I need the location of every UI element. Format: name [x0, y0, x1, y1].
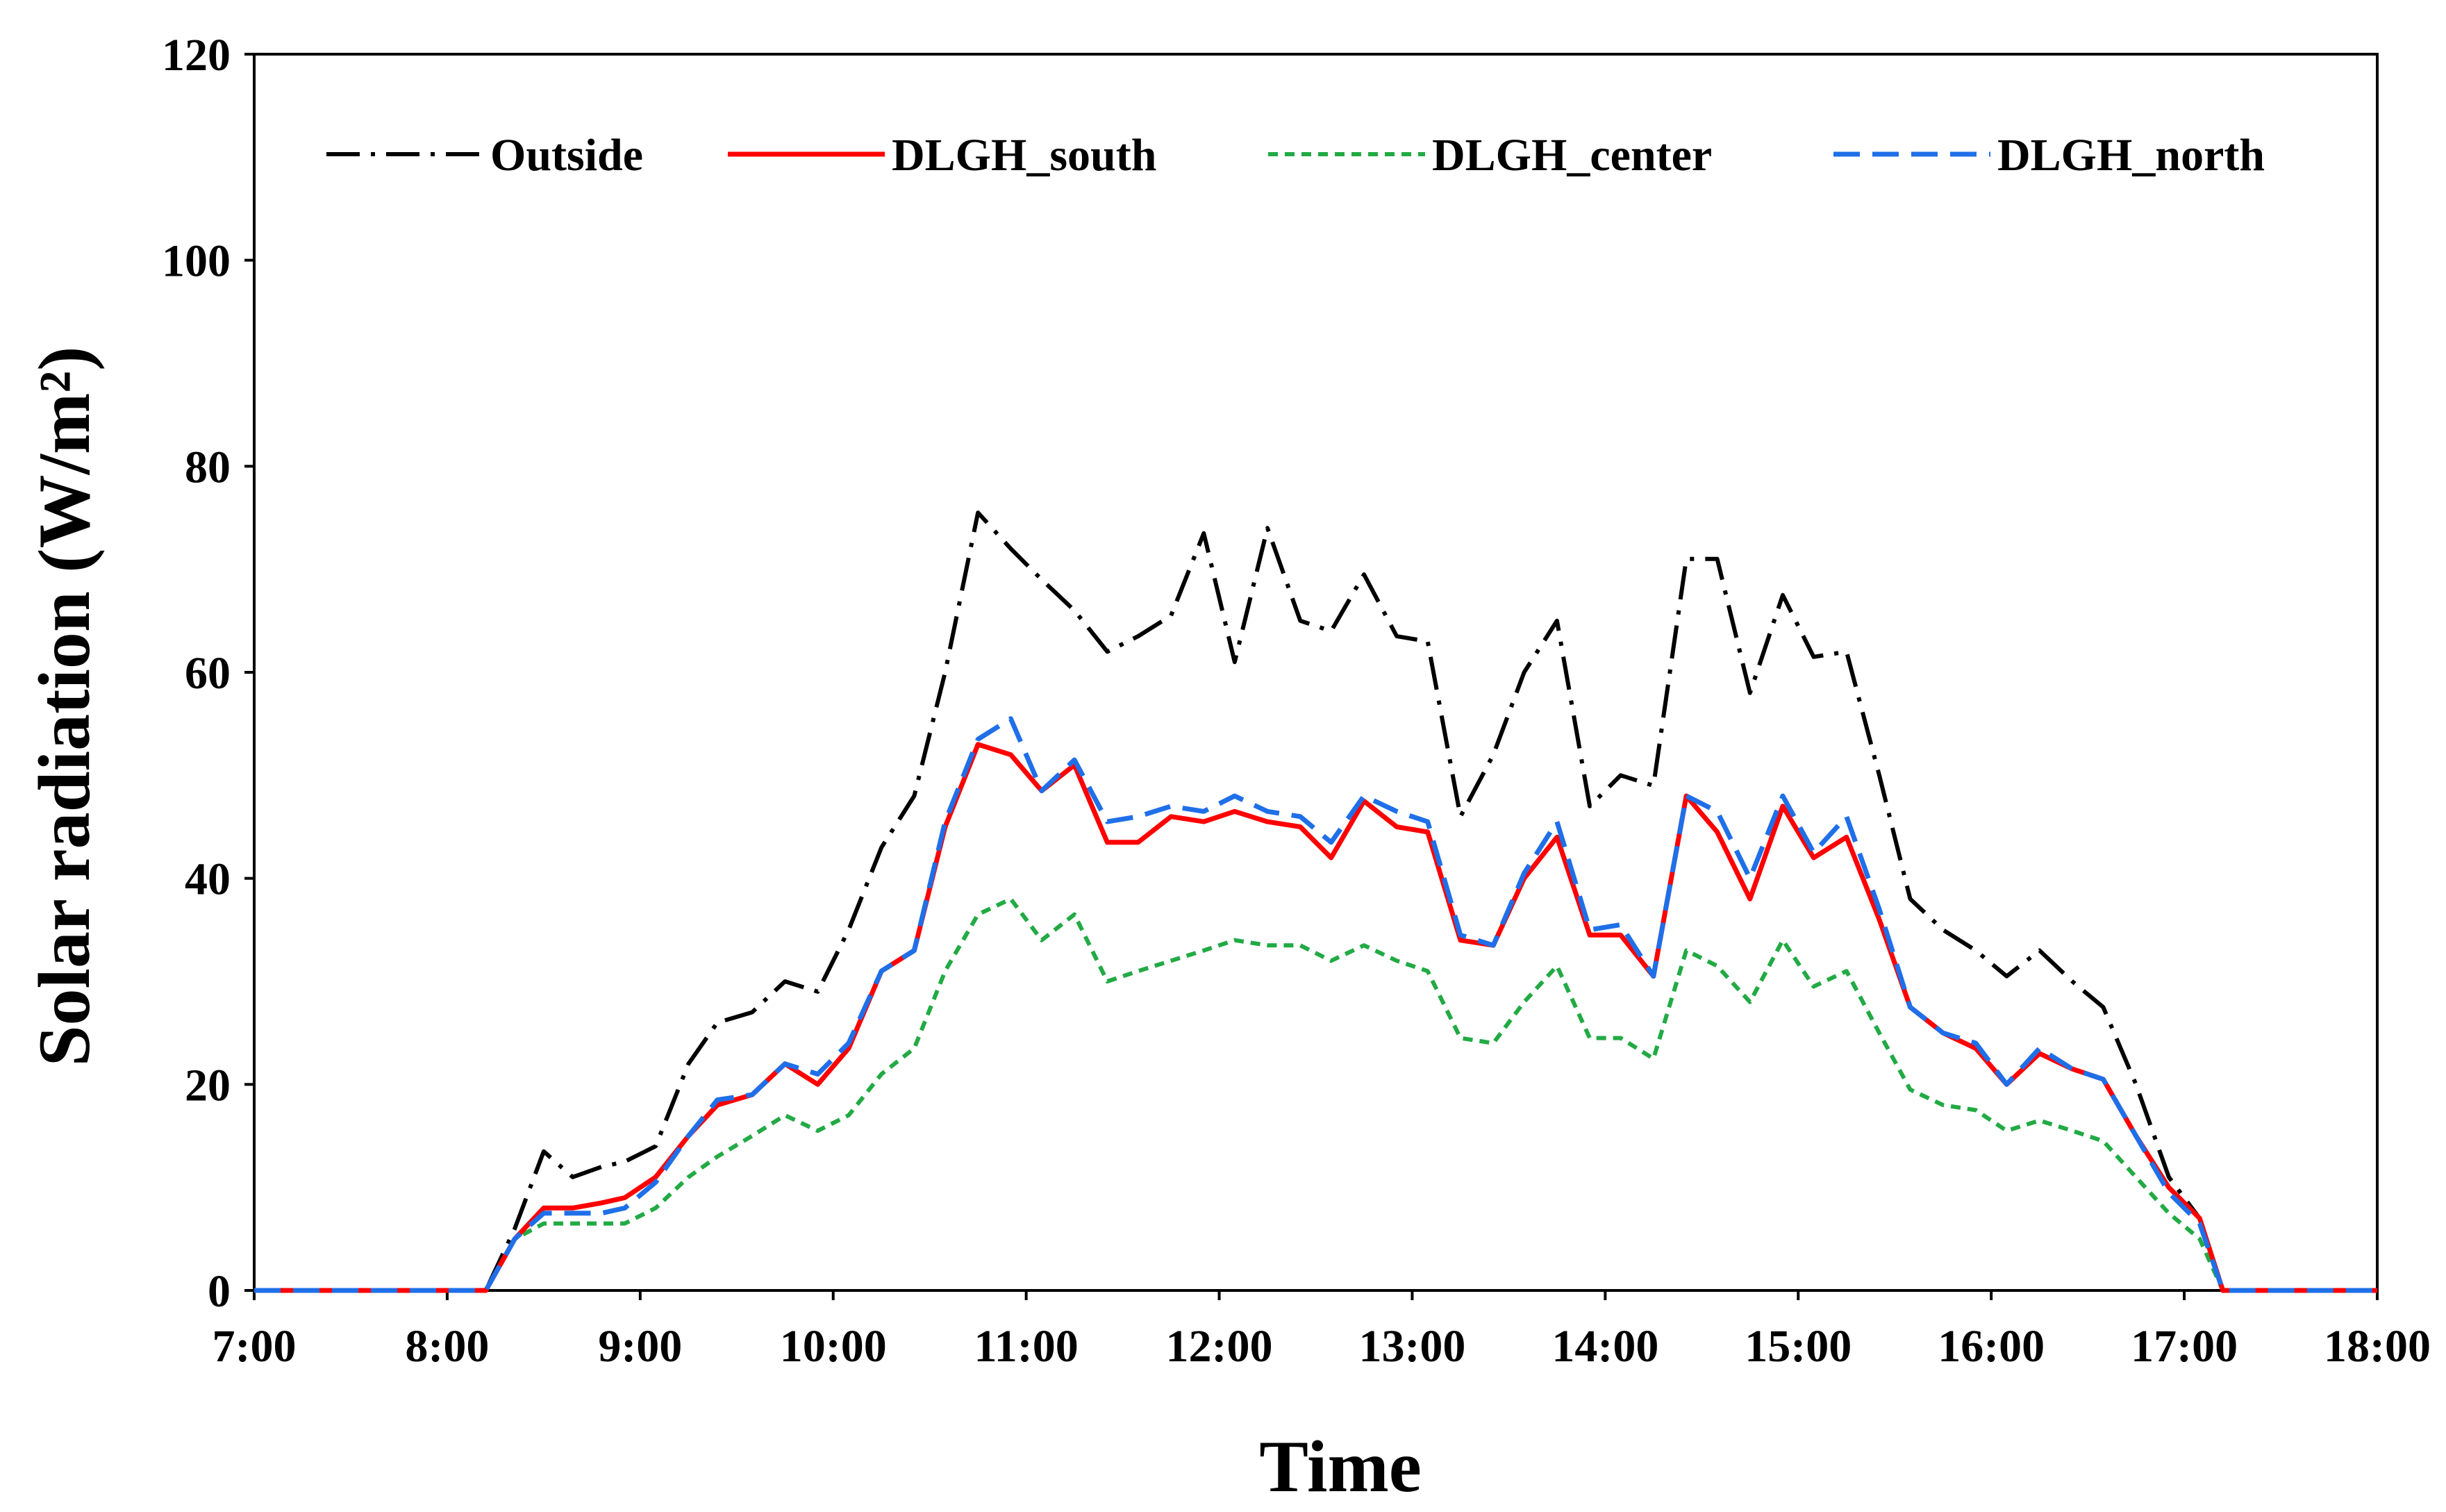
x-axis: 7:00 8:00 9:00 10:00 11:00 12:00 13:00 14:00 15:… — [213, 1290, 2431, 1372]
legend-label: Outside — [490, 130, 643, 181]
y-tick-label: 120 — [162, 30, 231, 81]
y-tick-label: 0 — [208, 1266, 231, 1317]
x-tick-label: 13:00 — [1358, 1321, 1465, 1372]
legend-label: DLGH_north — [1997, 130, 2265, 181]
legend-label: DLGH_south — [892, 130, 1156, 181]
x-tick-label: 14:00 — [1551, 1321, 1658, 1372]
x-tick-label: 15:00 — [1745, 1321, 1852, 1372]
series-line-dlgh-south — [254, 742, 2377, 1293]
series-lines — [254, 510, 2377, 1293]
x-tick-label: 16:00 — [1938, 1321, 2045, 1372]
plot-area-border — [253, 53, 2379, 1292]
x-tick-label: 7:00 — [213, 1321, 297, 1372]
y-axis: 0 20 40 60 80 100 120 — [162, 30, 254, 1317]
x-tick-label: 17:00 — [2131, 1321, 2238, 1372]
y-tick-label: 20 — [185, 1060, 231, 1111]
y-tick-label: 80 — [185, 442, 231, 492]
x-tick-label: 18:00 — [2324, 1321, 2431, 1372]
y-tick-label: 60 — [185, 648, 231, 699]
x-tick-label: 9:00 — [598, 1321, 682, 1372]
x-tick-label: 10:00 — [780, 1321, 887, 1372]
y-axis-title: Solar radiation (W/m²) — [24, 347, 105, 1067]
y-tick-label: 40 — [185, 854, 231, 905]
series-line-dlgh-north — [254, 716, 2377, 1293]
legend-label: DLGH_center — [1432, 130, 1712, 181]
x-tick-label: 12:00 — [1166, 1321, 1273, 1372]
series-line-dlgh-center — [254, 897, 2377, 1293]
x-tick-label: 8:00 — [405, 1321, 489, 1372]
legend: Outside DLGH_south DLGH_center DLGH_north — [326, 130, 2265, 181]
x-tick-label: 11:00 — [974, 1321, 1078, 1372]
x-axis-title: Time — [1259, 1426, 1422, 1507]
plot-frame — [253, 53, 2379, 1292]
series-line-outside — [254, 510, 2377, 1293]
y-tick-label: 100 — [162, 236, 231, 287]
